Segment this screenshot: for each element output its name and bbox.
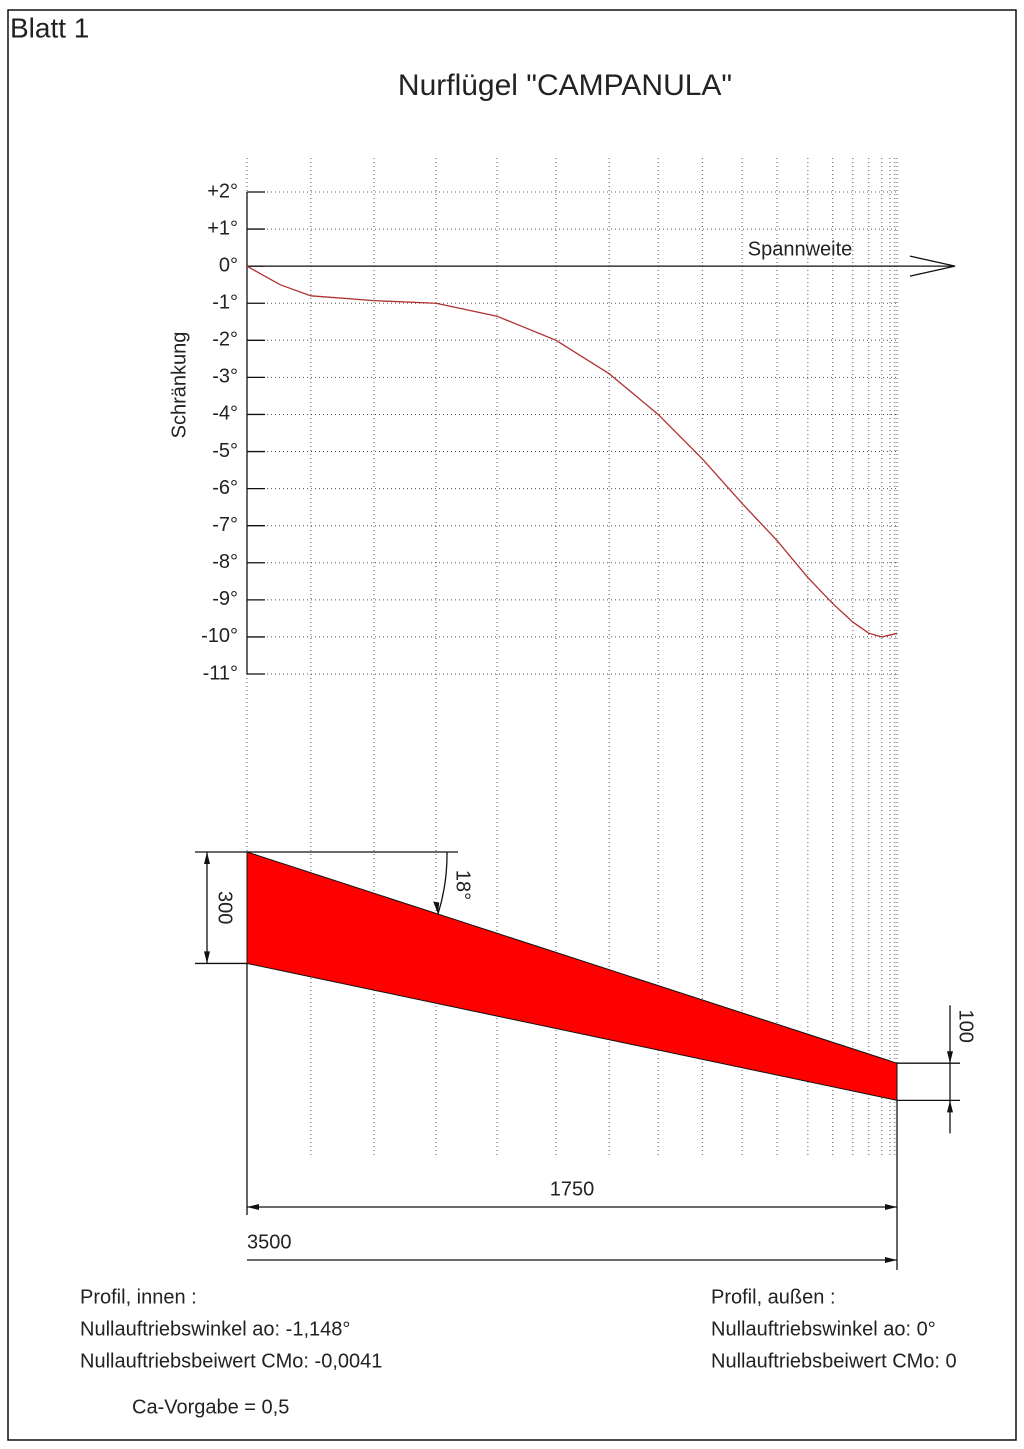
y-tick-label: -1°: [212, 292, 238, 314]
dimension-label: 100: [955, 1010, 977, 1043]
y-tick-label: -4°: [212, 403, 238, 425]
y-tick-label: -3°: [212, 366, 238, 388]
y-tick-label: -9°: [212, 588, 238, 610]
profile-text: Nullauftriebswinkel ao: -1,148°: [80, 1318, 350, 1340]
profile-text: Nullauftriebsbeiwert CMo: 0: [711, 1350, 957, 1372]
profile-text: Nullauftriebsbeiwert CMo: -0,0041: [80, 1350, 382, 1372]
dimension-label: 300: [214, 891, 236, 924]
dim-arrow: [433, 901, 440, 914]
dim-arrow: [885, 1204, 897, 1210]
y-tick-label: +1°: [207, 217, 238, 239]
x-axis-label: Spannweite: [748, 238, 853, 260]
dim-arrow: [947, 1051, 953, 1064]
angle-label: 18°: [452, 870, 474, 900]
y-tick-label: -6°: [212, 477, 238, 499]
y-tick-label: -10°: [201, 625, 238, 647]
sheet-label: Blatt 1: [10, 12, 89, 43]
dim-arrow: [204, 852, 210, 864]
dim-arrow: [885, 1257, 897, 1263]
ca-text: Ca-Vorgabe = 0,5: [132, 1396, 289, 1418]
twist-curve: [246, 265, 898, 638]
y-tick-label: -11°: [203, 662, 238, 684]
profile-heading: Profil, innen :: [80, 1286, 197, 1308]
x-axis-arrow: [909, 255, 956, 277]
y-axis-label: Schränkung: [168, 332, 190, 439]
y-tick-label: +2°: [207, 180, 238, 202]
y-tick-label: 0°: [219, 254, 238, 276]
y-tick-label: -8°: [212, 551, 238, 573]
angle-arc: [437, 851, 448, 915]
y-tick-label: -5°: [212, 440, 238, 462]
profile-heading: Profil, außen :: [711, 1286, 836, 1308]
dim-arrow: [947, 1100, 953, 1113]
y-tick-label: -7°: [212, 514, 238, 536]
sheet-border: [7, 9, 1017, 1441]
chart-title: Nurflügel "CAMPANULA": [398, 69, 732, 102]
dim-arrow: [247, 1204, 259, 1210]
dimension-label: 1750: [550, 1178, 595, 1200]
y-tick-label: -2°: [212, 329, 238, 351]
dim-arrow: [204, 951, 210, 964]
dimension-label: 3500: [247, 1231, 292, 1253]
profile-text: Nullauftriebswinkel ao: 0°: [711, 1318, 936, 1340]
